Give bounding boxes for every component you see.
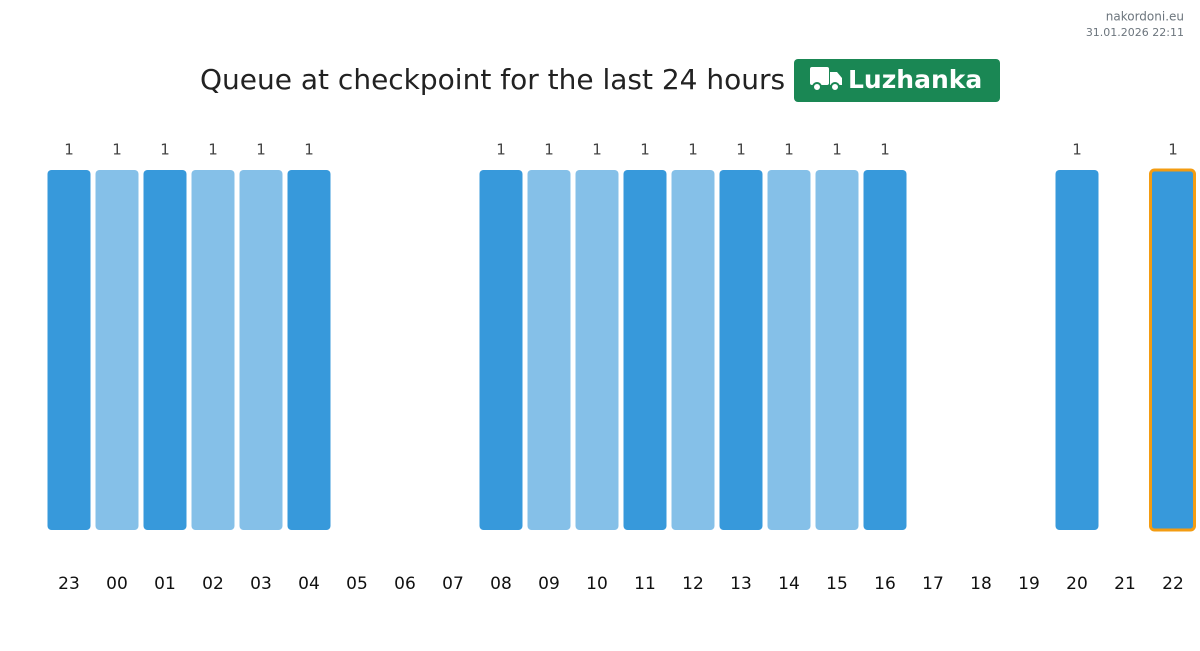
value-label: 1: [784, 141, 794, 159]
bar: [143, 170, 187, 530]
value-label: 1: [1072, 141, 1082, 159]
x-tick-label: 03: [250, 574, 272, 594]
bar: [95, 170, 139, 530]
bar: [767, 170, 811, 530]
x-tick-label: 17: [922, 574, 944, 594]
x-tick-label: 16: [874, 574, 896, 594]
x-tick-label: 21: [1114, 574, 1136, 594]
x-tick-label: 20: [1066, 574, 1088, 594]
x-tick-label: 08: [490, 574, 512, 594]
bar: [1149, 168, 1196, 532]
site-name: nakordoni.eu: [1106, 10, 1184, 24]
x-tick-label: 06: [394, 574, 416, 594]
x-tick-label: 00: [106, 574, 128, 594]
bar: [863, 170, 907, 530]
x-tick-label: 14: [778, 574, 800, 594]
x-tick-label: 18: [970, 574, 992, 594]
x-tick-label: 23: [58, 574, 80, 594]
value-label: 1: [304, 141, 314, 159]
x-tick-label: 13: [730, 574, 752, 594]
value-label: 1: [832, 141, 842, 159]
bar: [815, 170, 859, 530]
badge: [794, 59, 1000, 102]
value-label: 1: [736, 141, 746, 159]
value-label: 1: [688, 141, 698, 159]
x-tick-label: 15: [826, 574, 848, 594]
x-tick-label: 07: [442, 574, 464, 594]
x-tick-label: 05: [346, 574, 368, 594]
truck-icon: [810, 67, 842, 92]
bar: [623, 170, 667, 530]
x-tick-label: 12: [682, 574, 704, 594]
value-label: 1: [592, 141, 602, 159]
bar: [239, 170, 283, 530]
value-label: 1: [208, 141, 218, 159]
value-label: 1: [1168, 141, 1178, 159]
value-label: 1: [112, 141, 122, 159]
x-tick-label: 02: [202, 574, 224, 594]
x-tick-label: 22: [1162, 574, 1184, 594]
bar: [1055, 170, 1099, 530]
bar: [287, 170, 331, 530]
value-label: 1: [880, 141, 890, 159]
bar: [47, 170, 91, 530]
bar: [479, 170, 523, 530]
badge-label: Luzhanka: [848, 65, 982, 94]
x-tick-label: 19: [1018, 574, 1040, 594]
value-label: 1: [256, 141, 266, 159]
value-label: 1: [544, 141, 554, 159]
value-label: 1: [64, 141, 74, 159]
timestamp: 31.01.2026 22:11: [1086, 26, 1184, 39]
bar: [575, 170, 619, 530]
chart-title: Queue at checkpoint for the last 24 hour…: [200, 63, 785, 96]
bar: [719, 170, 763, 530]
bar: [191, 170, 235, 530]
x-tick-label: 04: [298, 574, 320, 594]
bar: [671, 170, 715, 530]
value-label: 1: [640, 141, 650, 159]
x-tick-label: 11: [634, 574, 656, 594]
value-label: 1: [160, 141, 170, 159]
bar: [527, 170, 571, 530]
value-label: 1: [496, 141, 506, 159]
x-tick-label: 10: [586, 574, 608, 594]
x-tick-label: 09: [538, 574, 560, 594]
x-tick-label: 01: [154, 574, 176, 594]
